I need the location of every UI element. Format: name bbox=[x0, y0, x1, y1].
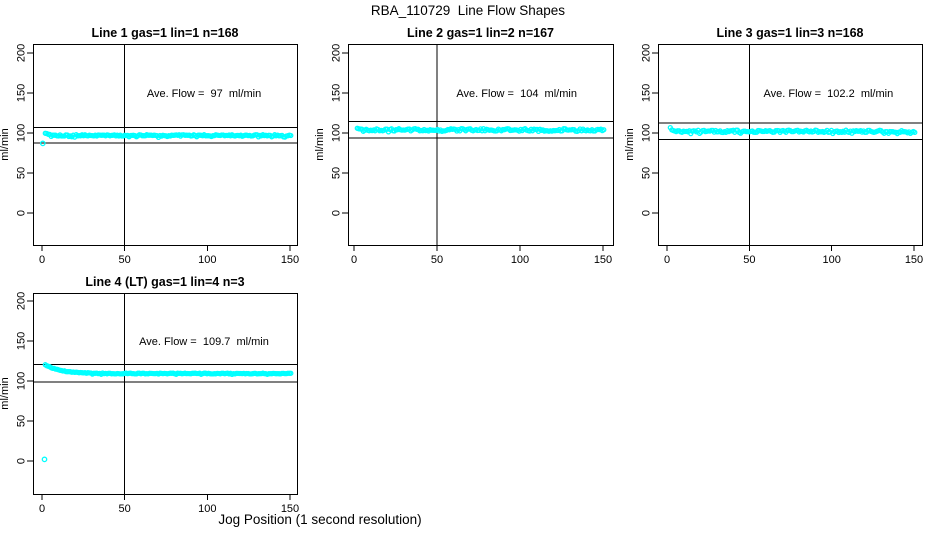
y-tick-label: 100 bbox=[16, 372, 28, 390]
x-tick-label: 150 bbox=[281, 254, 299, 266]
ave-flow-annotation: Ave. Flow = 109.7 ml/min bbox=[139, 336, 269, 348]
outlier-point bbox=[41, 456, 48, 463]
x-tick-label: 0 bbox=[664, 254, 670, 266]
x-tick-label: 50 bbox=[431, 254, 443, 266]
x-tick-label: 0 bbox=[39, 254, 45, 266]
panel-line-3: Line 3 gas=1 lin=3 n=168 0 50 100 150 200 0 50 1… bbox=[624, 26, 923, 266]
y-axis-unit-label: ml/min bbox=[624, 128, 636, 160]
x-tick-label: 150 bbox=[905, 254, 923, 266]
data-points bbox=[667, 124, 918, 137]
y-tick-label: 150 bbox=[16, 332, 28, 350]
y-tick-label: 150 bbox=[331, 84, 343, 102]
y-tick-label: 200 bbox=[641, 44, 653, 62]
panel-line-2: Line 2 gas=1 lin=2 n=167 0 50 100 150 200 0 50 1… bbox=[314, 26, 614, 266]
plot-box bbox=[658, 44, 923, 246]
x-tick-label: 0 bbox=[39, 503, 45, 515]
x-tick-label: 150 bbox=[281, 503, 299, 515]
y-tick-label: 0 bbox=[16, 210, 28, 216]
y-axis-unit-label: ml/min bbox=[314, 128, 326, 160]
x-tick-label: 50 bbox=[743, 254, 755, 266]
y-tick-label: 200 bbox=[331, 44, 343, 62]
x-tick-label: 50 bbox=[119, 254, 131, 266]
y-tick-label: 100 bbox=[331, 124, 343, 142]
y-tick-label: 50 bbox=[16, 415, 28, 427]
y-tick-label: 0 bbox=[331, 210, 343, 216]
figure-title: RBA_110729 Line Flow Shapes bbox=[370, 3, 566, 18]
x-tick-label: 150 bbox=[594, 254, 612, 266]
ave-flow-annotation: Ave. Flow = 97 ml/min bbox=[147, 88, 261, 100]
plot-box bbox=[33, 44, 298, 246]
x-tick-label: 100 bbox=[198, 254, 216, 266]
y-tick-label: 50 bbox=[16, 167, 28, 179]
panel-line-1: Line 1 gas=1 lin=1 n=168 0 50 100 150 200 0 50 1… bbox=[0, 26, 299, 266]
x-tick-label: 50 bbox=[119, 503, 131, 515]
y-axis-unit-label: ml/min bbox=[0, 377, 11, 409]
data-points bbox=[39, 130, 294, 147]
outlier-point bbox=[39, 140, 46, 147]
y-tick-label: 100 bbox=[16, 124, 28, 142]
panel-title: Line 1 gas=1 lin=1 n=168 bbox=[92, 26, 239, 40]
ave-flow-annotation: Ave. Flow = 102.2 ml/min bbox=[764, 88, 894, 100]
plot-box bbox=[348, 44, 614, 246]
x-tick-label: 100 bbox=[822, 254, 840, 266]
panel-title: Line 4 (LT) gas=1 lin=4 n=3 bbox=[85, 275, 244, 289]
y-tick-label: 150 bbox=[16, 84, 28, 102]
y-tick-label: 50 bbox=[641, 167, 653, 179]
x-tick-label: 0 bbox=[351, 254, 357, 266]
ave-flow-annotation: Ave. Flow = 104 ml/min bbox=[456, 88, 577, 100]
plot-box bbox=[33, 293, 298, 495]
y-tick-label: 50 bbox=[331, 167, 343, 179]
x-tick-label: 100 bbox=[511, 254, 529, 266]
y-axis-unit-label: ml/min bbox=[0, 128, 11, 160]
panel-title: Line 2 gas=1 lin=2 n=167 bbox=[407, 26, 554, 40]
y-tick-label: 200 bbox=[16, 44, 28, 62]
y-tick-label: 150 bbox=[641, 84, 653, 102]
panel-line-4: Line 4 (LT) gas=1 lin=4 n=3 0 50 100 150 200 0… bbox=[0, 275, 299, 515]
x-axis-label: Jog Position (1 second resolution) bbox=[218, 512, 422, 527]
data-points bbox=[41, 362, 294, 463]
y-tick-label: 0 bbox=[16, 458, 28, 464]
y-tick-label: 100 bbox=[641, 124, 653, 142]
panel-title: Line 3 gas=1 lin=3 n=168 bbox=[717, 26, 864, 40]
data-points bbox=[354, 125, 607, 135]
x-tick-label: 100 bbox=[198, 503, 216, 515]
y-tick-label: 200 bbox=[16, 292, 28, 310]
y-tick-label: 0 bbox=[641, 210, 653, 216]
